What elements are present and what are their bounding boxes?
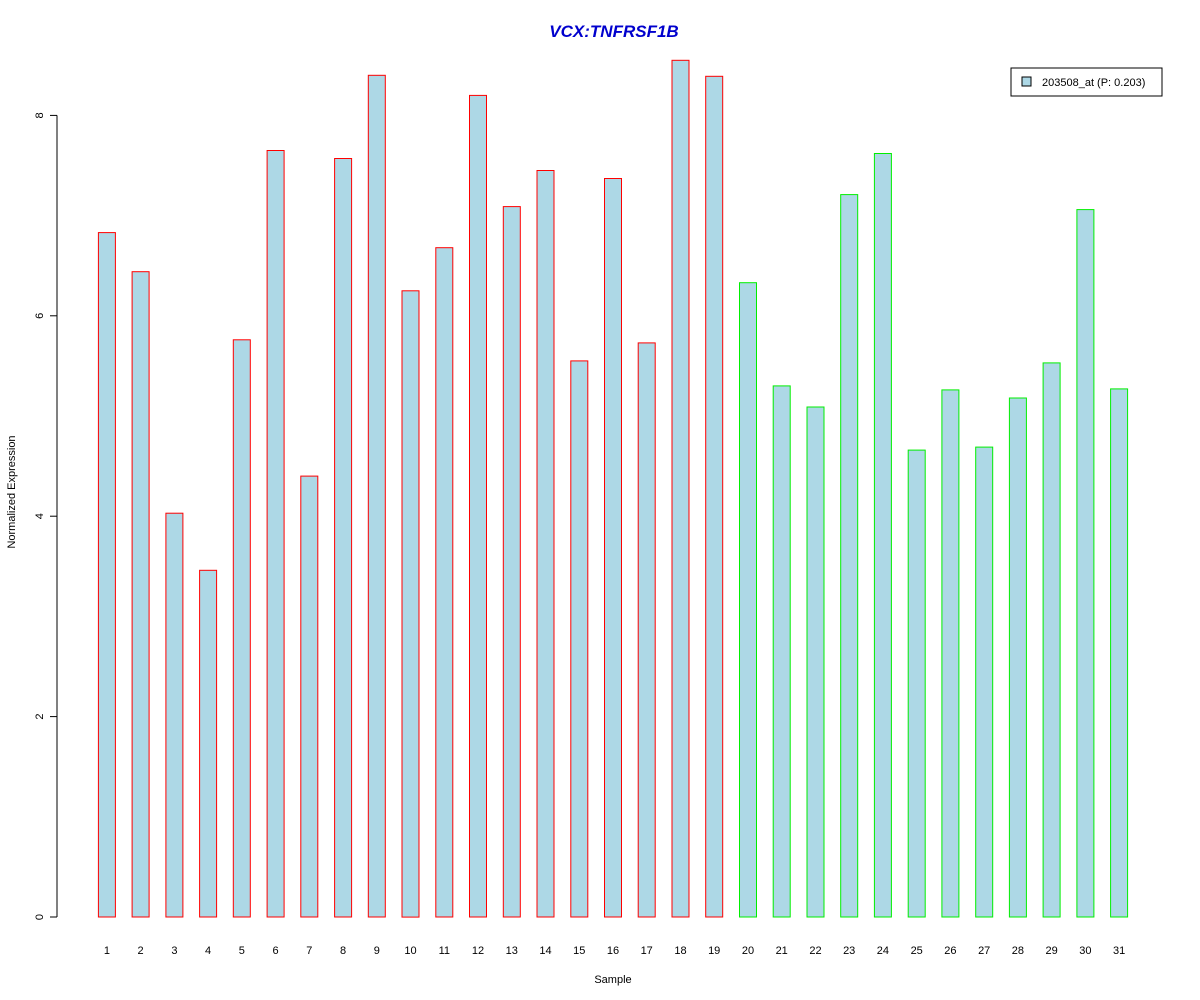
bar-sample-24 [873, 153, 892, 918]
bar-sample-18 [671, 59, 690, 918]
legend-swatch [1021, 76, 1032, 87]
x-tick-label-1: 1 [104, 945, 110, 957]
bar-sample-14 [536, 170, 555, 918]
bar-sample-30 [1076, 209, 1095, 918]
bar-sample-10 [401, 290, 420, 918]
x-tick-label-22: 22 [809, 945, 821, 957]
bar-sample-21 [772, 385, 791, 918]
legend: 203508_at (P: 0.203) [1010, 67, 1163, 97]
bar-sample-11 [435, 247, 454, 918]
x-tick-label-20: 20 [742, 945, 754, 957]
bar-sample-29 [1042, 362, 1061, 918]
x-tick-label-10: 10 [404, 945, 416, 957]
x-tick-label-4: 4 [205, 945, 211, 957]
y-tick-label: 6 [34, 313, 46, 319]
x-tick-label-29: 29 [1045, 945, 1057, 957]
bar-sample-2 [131, 271, 150, 918]
bar-sample-31 [1110, 388, 1129, 918]
x-tick-label-18: 18 [674, 945, 686, 957]
x-tick-label-19: 19 [708, 945, 720, 957]
x-tick-label-23: 23 [843, 945, 855, 957]
y-axis: 0 2 4 6 8 [34, 112, 58, 920]
x-tick-label-14: 14 [539, 945, 551, 957]
bar-sample-15 [570, 360, 589, 918]
x-tick-label-31: 31 [1113, 945, 1125, 957]
x-tick-label-15: 15 [573, 945, 585, 957]
y-tick-label: 0 [34, 914, 46, 920]
x-tick-label-9: 9 [374, 945, 380, 957]
bar-sample-28 [1008, 397, 1027, 918]
bar-sample-27 [975, 446, 994, 918]
bar-sample-4 [199, 569, 218, 918]
bar-sample-5 [232, 339, 251, 918]
x-tick-label-17: 17 [641, 945, 653, 957]
x-tick-label-26: 26 [944, 945, 956, 957]
y-tick-label: 4 [34, 513, 46, 519]
x-tick-label-12: 12 [472, 945, 484, 957]
chart-title: VCX:TNFRSF1B [549, 22, 678, 41]
y-tick-label: 8 [34, 112, 46, 118]
bar-sample-13 [502, 206, 521, 918]
bar-sample-3 [165, 512, 184, 918]
x-tick-label-6: 6 [273, 945, 279, 957]
x-tick-label-16: 16 [607, 945, 619, 957]
bar-sample-19 [705, 75, 724, 918]
bar-sample-23 [840, 194, 859, 918]
x-tick-label-8: 8 [340, 945, 346, 957]
x-tick-label-11: 11 [439, 945, 450, 957]
x-tick-label-28: 28 [1012, 945, 1024, 957]
bar-sample-1 [97, 232, 116, 918]
x-tick-label-24: 24 [877, 945, 889, 957]
bar-sample-6 [266, 150, 285, 918]
x-tick-label-25: 25 [911, 945, 923, 957]
bars-group [97, 59, 1129, 918]
x-tick-labels: 1 2 3 4 5 6 7 8 9 10 11 12 13 14 15 16 17 18 19 20 21 22 23 24 2… [104, 945, 1125, 957]
x-tick-label-7: 7 [306, 945, 312, 957]
bar-sample-25 [907, 449, 926, 918]
x-tick-label-2: 2 [138, 945, 144, 957]
bar-sample-26 [941, 389, 960, 918]
y-tick-label: 2 [34, 714, 46, 720]
bar-sample-12 [469, 94, 487, 918]
legend-box [1010, 67, 1163, 97]
bar-sample-20 [739, 282, 757, 918]
bar-sample-9 [367, 74, 386, 918]
bar-sample-7 [300, 475, 319, 918]
x-tick-label-21: 21 [776, 945, 788, 957]
bar-sample-17 [637, 342, 656, 918]
x-tick-label-5: 5 [239, 945, 245, 957]
legend-label: 203508_at (P: 0.203) [1042, 77, 1145, 89]
bar-sample-22 [806, 406, 825, 918]
bar-sample-8 [334, 158, 353, 918]
x-tick-label-27: 27 [978, 945, 990, 957]
y-axis-label: Normalized Expression [6, 435, 18, 548]
x-tick-label-30: 30 [1079, 945, 1091, 957]
x-axis-label: Sample [594, 974, 631, 986]
x-tick-label-3: 3 [171, 945, 177, 957]
bar-sample-16 [604, 178, 622, 918]
x-tick-label-13: 13 [506, 945, 518, 957]
